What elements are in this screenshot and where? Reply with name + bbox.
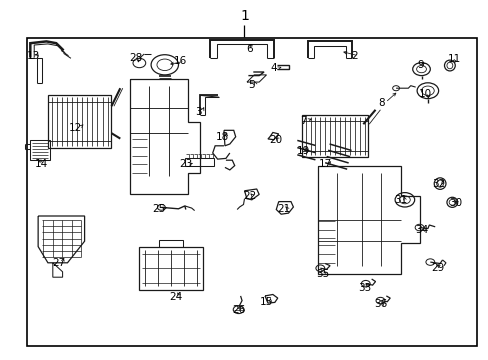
Text: 17: 17 (318, 159, 331, 169)
Text: 18: 18 (215, 132, 229, 142)
Bar (302, 115, 367, 157)
Text: 9: 9 (416, 60, 423, 70)
Text: 22: 22 (242, 191, 256, 201)
Text: 23: 23 (179, 159, 192, 169)
Text: 10: 10 (418, 89, 431, 99)
Text: 24: 24 (169, 292, 183, 302)
Text: 8: 8 (377, 98, 384, 108)
Text: 30: 30 (448, 198, 461, 208)
Text: 6: 6 (245, 44, 252, 54)
Text: 27: 27 (52, 258, 65, 268)
Text: 34: 34 (414, 225, 427, 235)
Text: 31: 31 (393, 195, 407, 205)
Text: 21: 21 (276, 204, 290, 214)
Text: 1: 1 (240, 9, 248, 23)
Bar (184, 158, 214, 166)
Bar (139, 247, 203, 290)
Bar (27, 38, 476, 346)
Text: 15: 15 (259, 297, 273, 307)
Text: 33: 33 (357, 283, 370, 293)
Text: 12: 12 (69, 123, 82, 133)
Text: 35: 35 (315, 269, 329, 279)
Text: 14: 14 (35, 159, 48, 169)
Bar (48, 95, 111, 148)
Bar (30, 140, 50, 160)
Text: 19: 19 (296, 146, 309, 156)
Text: 36: 36 (373, 299, 386, 309)
Text: 20: 20 (269, 135, 282, 145)
Text: 5: 5 (248, 80, 255, 90)
Text: 32: 32 (431, 179, 445, 189)
Text: 25: 25 (152, 204, 165, 214)
Text: 7: 7 (299, 116, 306, 126)
Text: 3: 3 (194, 107, 201, 117)
Text: 11: 11 (447, 54, 461, 64)
Text: 29: 29 (430, 263, 444, 273)
Text: 13: 13 (26, 51, 40, 61)
Text: 4: 4 (270, 63, 277, 73)
Text: 2: 2 (350, 51, 357, 61)
Text: 28: 28 (129, 53, 142, 63)
Text: 26: 26 (231, 305, 245, 315)
Text: 16: 16 (174, 56, 187, 66)
